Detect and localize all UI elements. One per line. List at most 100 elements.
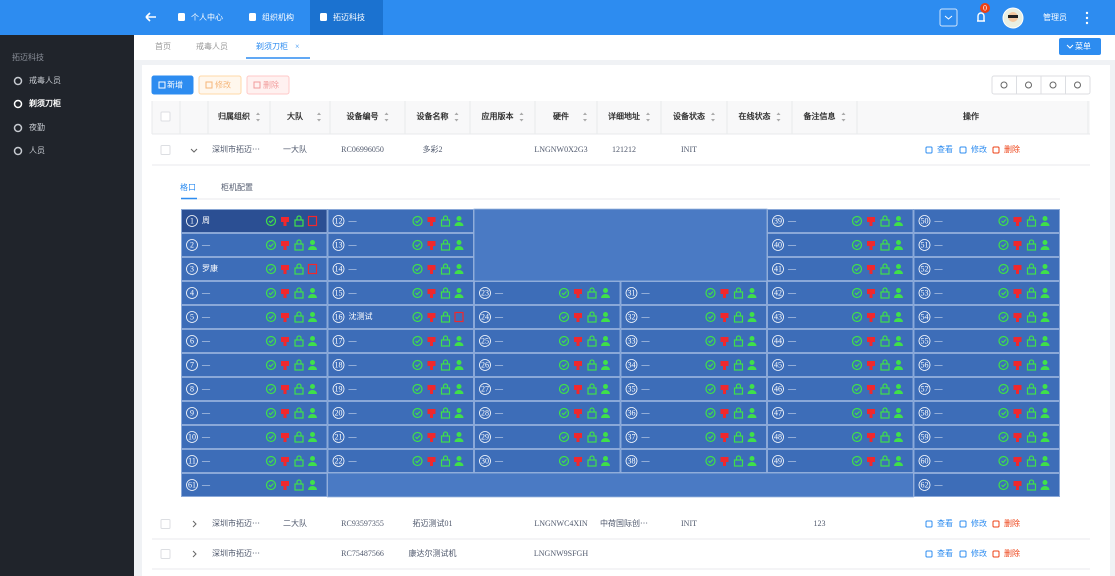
status-user (896, 360, 901, 365)
page-tab[interactable]: 首页 (155, 41, 171, 51)
page-tab[interactable]: 戒毒人员 (196, 41, 228, 51)
action-link[interactable]: 修改 (971, 518, 987, 528)
more-dot[interactable] (1086, 22, 1088, 24)
cell-number: 37 (628, 432, 636, 441)
cell-name: — (787, 336, 797, 345)
tab-close[interactable]: × (295, 42, 300, 51)
checkbox[interactable] (161, 520, 170, 529)
cell-name: — (641, 432, 651, 441)
empty-area (328, 473, 914, 497)
status-user (603, 360, 608, 365)
cell-number: 34 (628, 360, 636, 369)
table-cell: LNGNWC4XIN (534, 519, 588, 528)
status-user (457, 264, 462, 269)
detail-tab[interactable]: 柜机配置 (221, 182, 253, 192)
nav-item[interactable]: 个人中心 (191, 12, 223, 22)
action-link[interactable]: 删除 (1004, 548, 1020, 558)
cell-number: 51 (921, 240, 929, 249)
cell-number: 9 (190, 408, 194, 417)
nav-item[interactable]: 组织机构 (262, 12, 294, 22)
status-user (1043, 240, 1048, 245)
status-user (896, 456, 901, 461)
cell-name: — (201, 288, 211, 297)
cell-number: 40 (774, 240, 782, 249)
status-user (1043, 312, 1048, 317)
cell-number: 62 (921, 480, 929, 489)
status-user (310, 312, 315, 317)
cell-name: — (641, 336, 651, 345)
cell-number: 25 (481, 336, 489, 345)
nav-item[interactable]: 拓迈科技 (333, 12, 365, 22)
cell-name: — (348, 288, 358, 297)
action-link[interactable]: 删除 (1004, 518, 1020, 528)
page-tab[interactable]: 剃须刀柜 (256, 41, 288, 51)
status-user (457, 216, 462, 221)
action-link[interactable]: 删除 (1004, 144, 1020, 154)
cell-name: — (201, 408, 211, 417)
status-user (1043, 216, 1048, 221)
column-header: 应用版本 (482, 111, 514, 121)
cell-name: — (201, 456, 211, 465)
dropdown-button[interactable] (940, 9, 957, 26)
cell-name: — (348, 336, 358, 345)
status-user (310, 408, 315, 413)
more-dot[interactable] (1086, 17, 1088, 19)
checkbox[interactable] (161, 550, 170, 559)
action-link[interactable]: 查看 (937, 548, 953, 558)
status-user (603, 336, 608, 341)
checkbox[interactable] (161, 146, 170, 155)
cell-name: 周 (202, 216, 210, 225)
cell-name: — (201, 240, 211, 249)
cell-name: — (934, 264, 944, 273)
cell-name: — (641, 408, 651, 417)
sidebar-item[interactable]: 夜勤 (29, 122, 45, 132)
cell-number: 41 (774, 264, 782, 273)
cell-number: 32 (628, 312, 636, 321)
status-user (457, 240, 462, 245)
table-cell: 123 (814, 519, 826, 528)
detail-tab[interactable]: 格口 (180, 182, 196, 192)
status-user (603, 432, 608, 437)
more-dot[interactable] (1086, 12, 1088, 14)
cell-name: — (201, 384, 211, 393)
status-user (310, 336, 315, 341)
user-name[interactable]: 管理员 (1043, 12, 1067, 22)
cell-number: 45 (774, 360, 782, 369)
sidebar-item[interactable]: 戒毒人员 (29, 75, 61, 85)
cell-name: — (787, 216, 797, 225)
column-header: 大队 (287, 111, 304, 121)
table-cell: 二大队 (283, 518, 307, 528)
table-cell: 拓迈测试01 (413, 518, 453, 528)
status-user (1043, 288, 1048, 293)
cell-number: 16 (335, 312, 343, 321)
action-link[interactable]: 修改 (971, 144, 987, 154)
status-user (750, 384, 755, 389)
cell-number: 47 (774, 408, 782, 417)
status-user (750, 312, 755, 317)
checkbox[interactable] (161, 112, 170, 121)
sidebar-item[interactable]: 人员 (29, 146, 45, 155)
cell-number: 44 (774, 336, 782, 345)
cell-name: — (348, 456, 358, 465)
cell-number: 52 (921, 264, 929, 273)
sidebar-item[interactable]: 剃须刀柜 (28, 98, 61, 108)
cell-name: — (934, 480, 944, 489)
cell-name: — (787, 312, 797, 321)
cell-name: — (201, 480, 211, 489)
status-user (457, 336, 462, 341)
table-cell: 一大队 (283, 144, 307, 154)
column-header: 设备编号 (347, 111, 379, 121)
cell-name: — (494, 360, 504, 369)
action-link[interactable]: 修改 (971, 548, 987, 558)
cell-number: 14 (335, 264, 343, 273)
action-link[interactable]: 查看 (937, 144, 953, 154)
table-cell: 121212 (612, 145, 636, 154)
badge-count: 0 (983, 3, 987, 12)
status-user (1043, 432, 1048, 437)
cell-number: 26 (481, 360, 489, 369)
cell-name: — (787, 240, 797, 249)
cell-name: — (934, 408, 944, 417)
action-link[interactable]: 查看 (937, 518, 953, 528)
